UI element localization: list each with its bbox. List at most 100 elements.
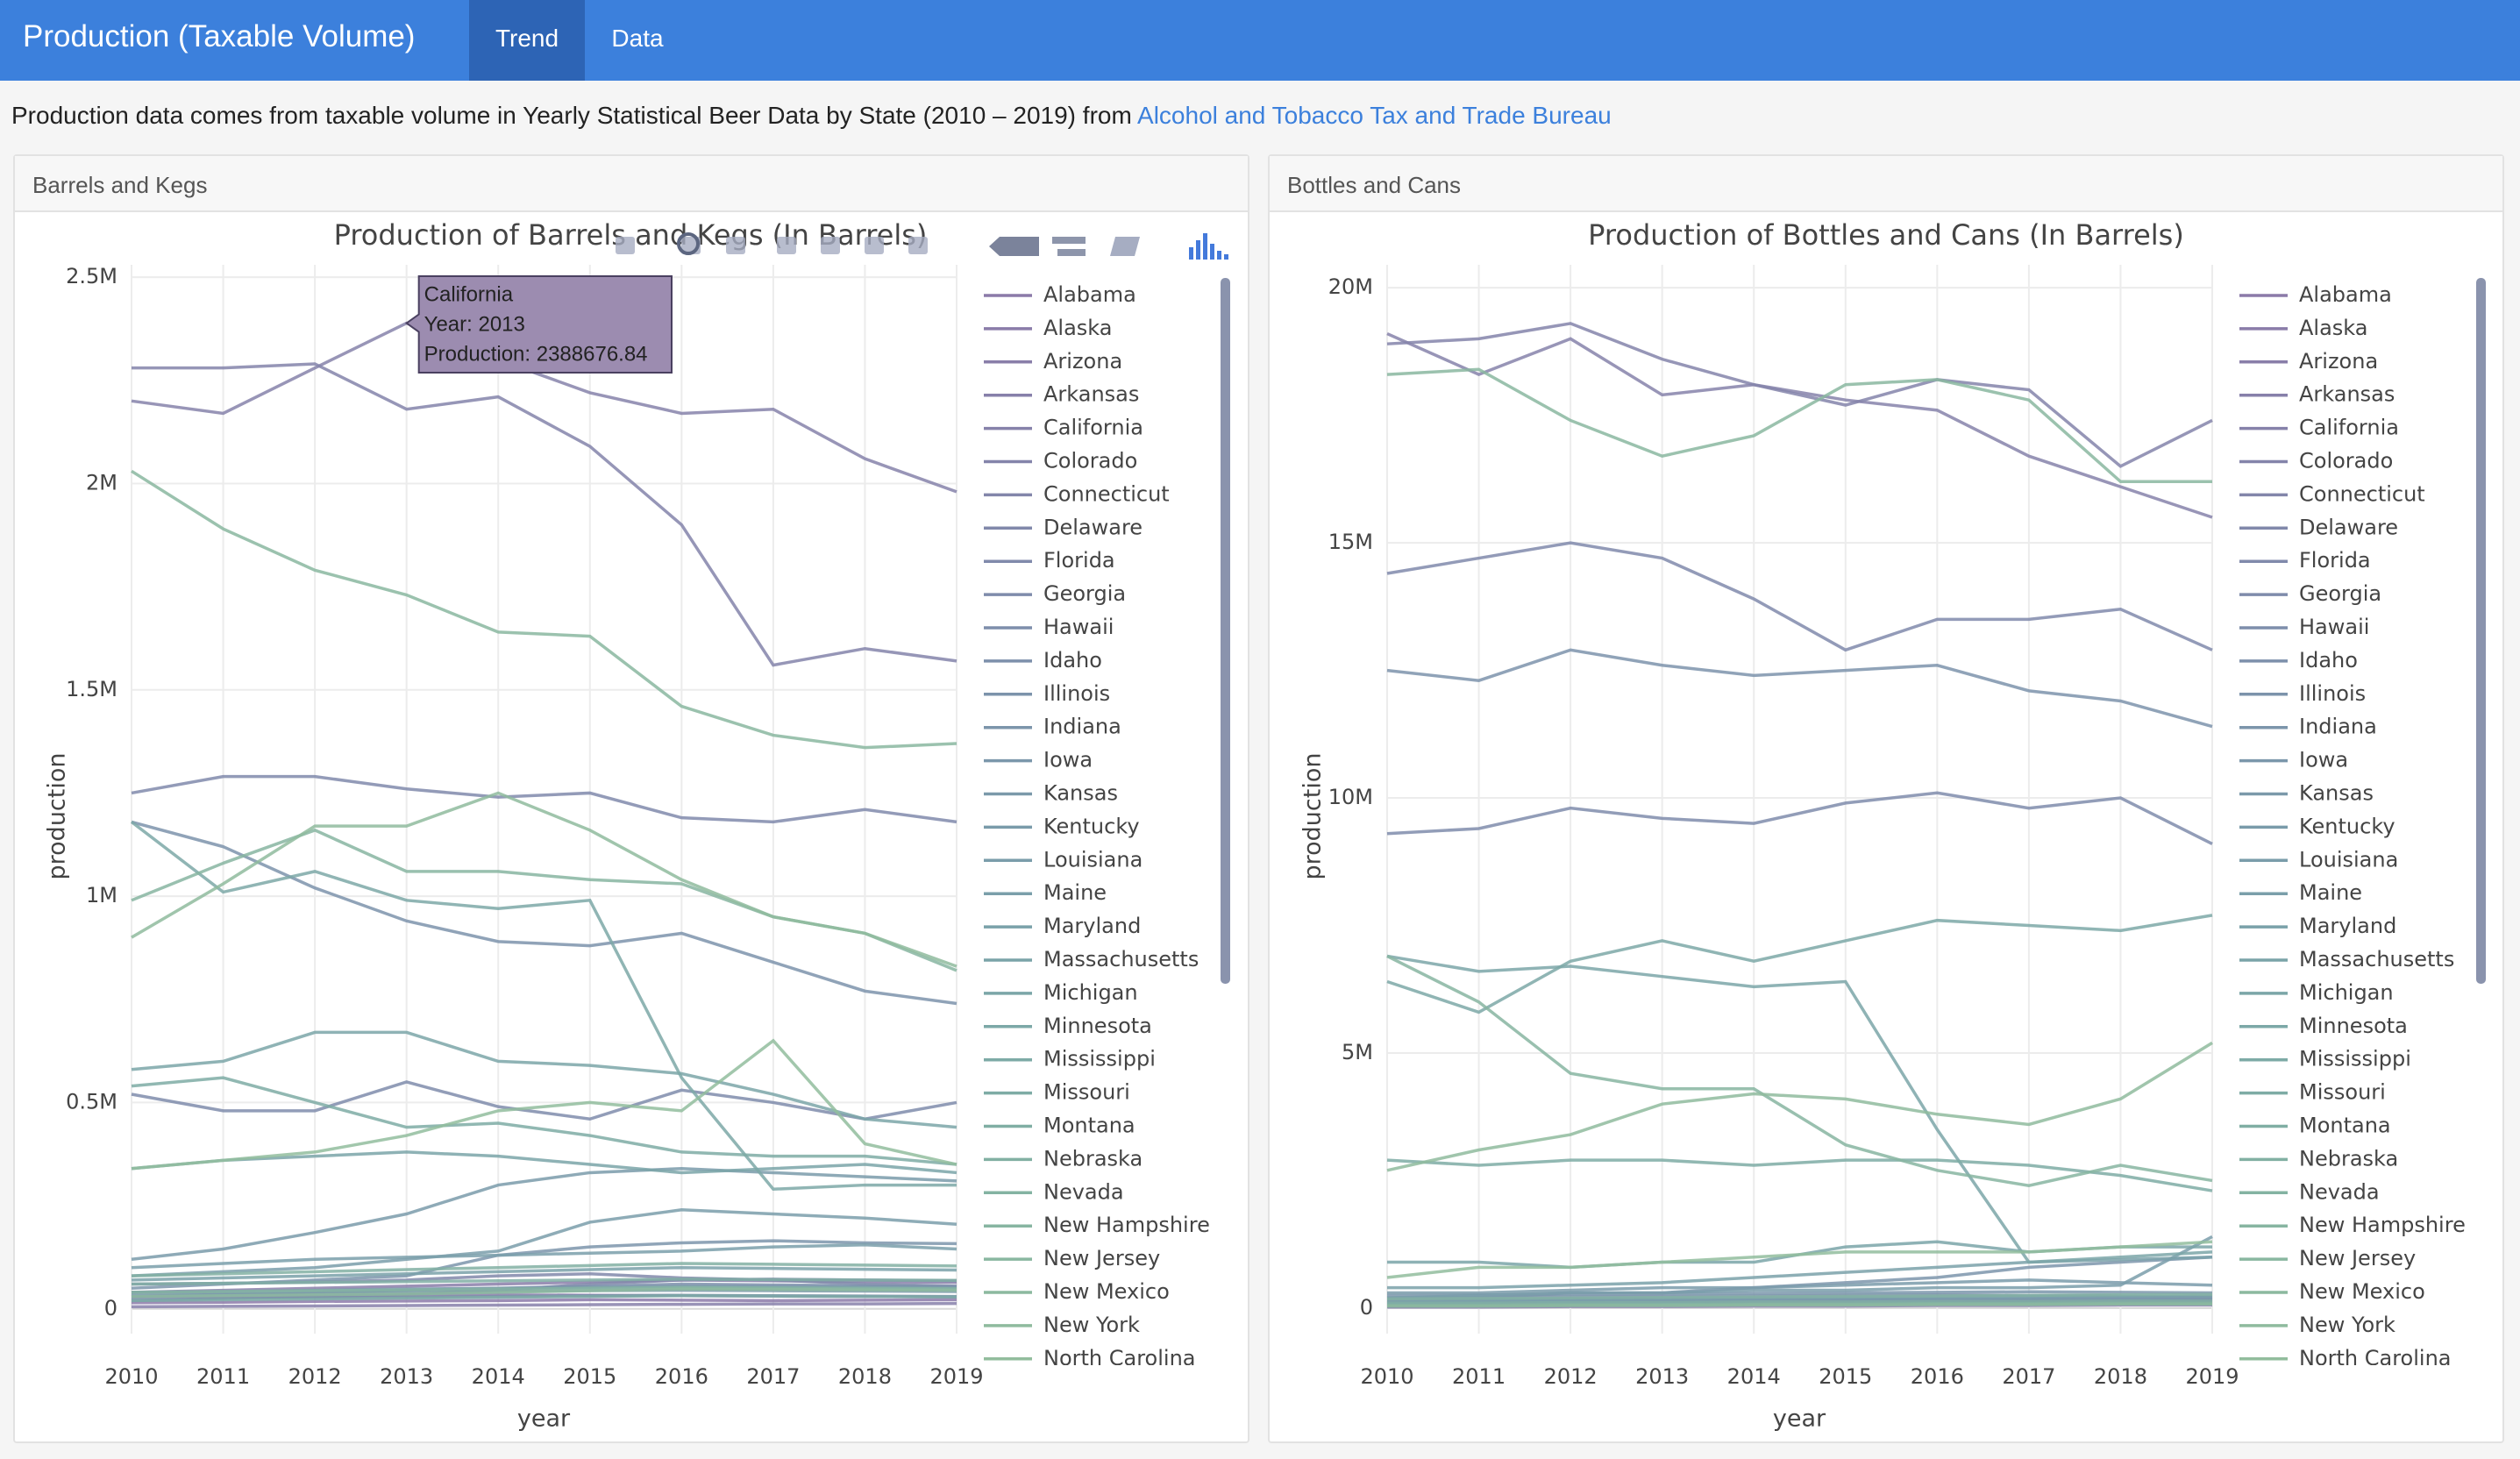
x-tick-label: 2016 <box>1911 1364 1964 1389</box>
legend-label[interactable]: Hawaii <box>1043 615 1114 639</box>
legend-label[interactable]: Colorado <box>1043 449 1137 473</box>
y-tick-label: 0 <box>1360 1295 1373 1320</box>
description-text: Production data comes from taxable volum… <box>11 102 1138 129</box>
legend-label[interactable]: Nevada <box>2299 1179 2380 1204</box>
legend-label[interactable]: New Mexico <box>1043 1279 1170 1304</box>
modebar-button[interactable] <box>1203 233 1207 260</box>
series-line <box>1386 331 2213 519</box>
modebar-button[interactable] <box>1196 240 1200 260</box>
source-link[interactable]: Alcohol and Tobacco Tax and Trade Bureau <box>1137 102 1612 129</box>
modebar-button[interactable] <box>1217 251 1221 260</box>
x-tick-label: 2011 <box>1452 1364 1506 1389</box>
modebar-button[interactable] <box>908 237 928 254</box>
legend-label[interactable]: Arizona <box>1043 349 1122 374</box>
legend-label[interactable]: Indiana <box>1043 715 1121 739</box>
legend-label[interactable]: Georgia <box>2299 581 2381 606</box>
tab[interactable]: Data <box>611 25 664 52</box>
legend-label[interactable]: North Carolina <box>1043 1346 1196 1370</box>
legend-label[interactable]: Nebraska <box>1043 1146 1143 1171</box>
legend-label[interactable]: Mississippi <box>2299 1047 2411 1071</box>
legend-label[interactable]: Michigan <box>2299 980 2394 1005</box>
modebar-button[interactable] <box>821 237 840 254</box>
legend-label[interactable]: Massachusetts <box>1043 947 1199 971</box>
legend-label[interactable]: Arkansas <box>1043 382 1139 407</box>
legend-label[interactable]: New Jersey <box>1043 1246 1160 1270</box>
legend-label[interactable]: Illinois <box>1043 681 1110 706</box>
modebar-button[interactable] <box>616 237 635 254</box>
y-tick-label: 0.5M <box>66 1089 117 1114</box>
legend-label[interactable]: Georgia <box>1043 581 1126 606</box>
legend-label[interactable]: Arizona <box>2299 349 2378 374</box>
tooltip-text: Production: 2388676.84 <box>424 342 648 366</box>
y-tick-label: 20M <box>1328 274 1373 299</box>
legend-label[interactable]: Kentucky <box>2299 814 2395 838</box>
legend-label[interactable]: Michigan <box>1043 980 1138 1005</box>
legend-label[interactable]: Florida <box>1043 548 1115 573</box>
legend-label[interactable]: Connecticut <box>2299 481 2425 506</box>
modebar-button[interactable] <box>865 237 884 254</box>
modebar-button[interactable] <box>1210 244 1214 260</box>
legend-label[interactable]: New Jersey <box>2299 1246 2416 1270</box>
modebar-button[interactable] <box>777 237 796 254</box>
legend-label[interactable]: Idaho <box>2299 648 2358 673</box>
legend-label[interactable]: Florida <box>2299 548 2371 573</box>
legend-label[interactable]: Montana <box>1043 1114 1135 1138</box>
legend-label[interactable]: Minnesota <box>1043 1014 1152 1038</box>
legend-label[interactable]: Iowa <box>1043 748 1093 772</box>
legend-label[interactable]: New Hampshire <box>2299 1213 2466 1237</box>
modebar-button[interactable] <box>1189 247 1193 260</box>
legend-label[interactable]: Connecticut <box>1043 481 1170 506</box>
legend-label[interactable]: Colorado <box>2299 449 2393 473</box>
legend-label[interactable]: Mississippi <box>1043 1047 1156 1071</box>
legend-label[interactable]: Louisiana <box>1043 847 1143 872</box>
legend-scrollbar[interactable] <box>2476 278 2486 984</box>
legend-label[interactable]: Alabama <box>1043 282 1136 307</box>
legend-label[interactable]: Maryland <box>2299 914 2396 938</box>
modebar-button[interactable] <box>1110 237 1140 256</box>
legend-label[interactable]: Maine <box>2299 880 2362 905</box>
legend-label[interactable]: Missouri <box>1043 1080 1130 1105</box>
legend-label[interactable]: Delaware <box>2299 515 2398 539</box>
legend-label[interactable]: North Carolina <box>2299 1346 2452 1370</box>
legend-label[interactable]: Indiana <box>2299 715 2377 739</box>
legend-label[interactable]: Idaho <box>1043 648 1102 673</box>
legend-label[interactable]: Iowa <box>2299 748 2348 772</box>
legend-label[interactable]: Maryland <box>1043 914 1141 938</box>
modebar-button[interactable] <box>989 237 1039 256</box>
legend-label[interactable]: Alaska <box>1043 316 1112 340</box>
legend-label[interactable]: Illinois <box>2299 681 2366 706</box>
legend-label[interactable]: Massachusetts <box>2299 947 2454 971</box>
navbar: Production (Taxable Volume) Trend Data <box>0 0 2520 81</box>
series-line <box>1386 1041 2213 1172</box>
legend-label[interactable]: Alabama <box>2299 282 2392 307</box>
legend-label[interactable]: Hawaii <box>2299 615 2369 639</box>
legend-label[interactable]: Alaska <box>2299 316 2367 340</box>
tab[interactable]: Trend <box>469 0 585 81</box>
legend-label[interactable]: California <box>1043 416 1143 440</box>
modebar-button[interactable] <box>726 237 745 254</box>
legend-label[interactable]: Kansas <box>2299 781 2374 806</box>
legend-label[interactable]: California <box>2299 416 2399 440</box>
legend-label[interactable]: Delaware <box>1043 515 1143 539</box>
legend-label[interactable]: Kentucky <box>1043 814 1140 838</box>
series-line <box>1386 322 2213 468</box>
legend-label[interactable]: Maine <box>1043 880 1107 905</box>
modebar-button[interactable] <box>1052 237 1086 256</box>
modebar-button[interactable] <box>677 232 700 255</box>
legend-label[interactable]: New York <box>1043 1313 1140 1337</box>
chart: 0 0.5M 1M 1.5M 2M 2.5M 2010 2011 2012 2013 2014 201… <box>44 218 1230 1433</box>
legend-label[interactable]: Kansas <box>1043 781 1118 806</box>
legend-label[interactable]: Montana <box>2299 1114 2391 1138</box>
legend-label[interactable]: Nevada <box>1043 1179 1124 1204</box>
legend-label[interactable]: New York <box>2299 1313 2395 1337</box>
legend-label[interactable]: New Mexico <box>2299 1279 2425 1304</box>
legend-label[interactable]: Minnesota <box>2299 1014 2408 1038</box>
legend-label[interactable]: New Hampshire <box>1043 1213 1210 1237</box>
legend-label[interactable]: Nebraska <box>2299 1146 2398 1171</box>
legend-label[interactable]: Arkansas <box>2299 382 2395 407</box>
legend-scrollbar[interactable] <box>1221 278 1230 984</box>
chart-title: Production of Bottles and Cans (In Barre… <box>1588 218 2184 252</box>
modebar-button[interactable] <box>1224 254 1228 260</box>
legend-label[interactable]: Missouri <box>2299 1080 2386 1105</box>
legend-label[interactable]: Louisiana <box>2299 847 2398 872</box>
